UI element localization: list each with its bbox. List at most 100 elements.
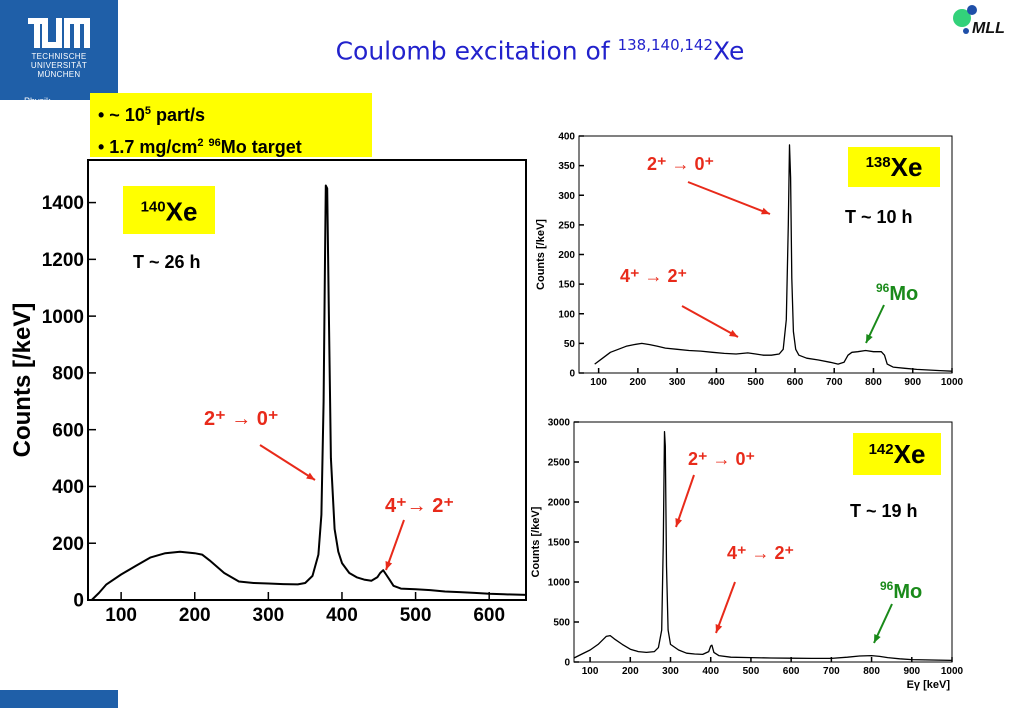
spectrum-line <box>594 144 953 372</box>
isotope-label: 138Xe <box>866 152 923 182</box>
halflife-label: T ~ 10 h <box>845 207 913 227</box>
transition-arrow-head <box>385 561 393 570</box>
tum-logo <box>28 18 90 48</box>
y-tick-label: 1400 <box>42 193 84 214</box>
y-tick-label: 1000 <box>42 307 84 328</box>
transition-label: 2⁺ → 0⁺ <box>204 408 278 430</box>
isotope-mass: 140 <box>141 199 166 216</box>
x-tick-label: 200 <box>630 377 647 388</box>
x-tick-label: 400 <box>326 605 358 626</box>
x-tick-label: 700 <box>823 666 840 677</box>
transition-arrow-head <box>306 472 315 480</box>
transition-arrow-head <box>715 624 723 633</box>
halflife-label: T ~ 19 h <box>850 501 918 521</box>
tum-name: TECHNISCHE UNIVERSITÄT MÜNCHEN <box>6 52 112 79</box>
y-tick-label: 500 <box>553 618 570 629</box>
mll-logo-text: MLL <box>972 20 1005 37</box>
x-tick-label: 100 <box>582 666 599 677</box>
plot-frame <box>87 159 527 601</box>
info-line-2-sup: 2 <box>197 137 204 149</box>
x-tick-label: 900 <box>903 666 920 677</box>
y-tick-label: 3000 <box>548 418 571 429</box>
isotope-symbol: Xe <box>166 197 198 227</box>
x-tick-label: 1000 <box>941 666 964 677</box>
y-tick-label: 2500 <box>548 458 571 469</box>
chart-panel-142: 0 500 1000 1500 2000 2500 3000 100 200 300 400 500 6… <box>530 418 964 692</box>
x-tick-label: 600 <box>783 666 800 677</box>
halflife-label: T ~ 26 h <box>133 252 201 272</box>
tum-logo-panel: TECHNISCHE UNIVERSITÄT MÜNCHEN Physik <box>0 0 118 106</box>
x-tick-label: 200 <box>179 605 211 626</box>
x-tick-label: 800 <box>863 666 880 677</box>
y-tick-label: 300 <box>558 191 575 202</box>
y-tick-label: 800 <box>52 364 84 385</box>
x-tick-label: 500 <box>400 605 432 626</box>
info-line-1-pre: • ~ 10 <box>98 105 145 125</box>
y-tick-label: 1200 <box>42 250 84 271</box>
y-tick-label: 50 <box>564 339 576 350</box>
x-tick-label: 100 <box>590 377 607 388</box>
y-tick-label: 350 <box>558 161 575 172</box>
mo-label: 96Mo <box>876 281 918 305</box>
transition-label: 4⁺ → 2⁺ <box>727 543 794 563</box>
info-line-2-pre: • 1.7 mg/cm <box>98 137 198 157</box>
transition-arrow <box>687 181 771 215</box>
y-tick-label: 200 <box>558 250 575 261</box>
x-tick-label: 300 <box>669 377 686 388</box>
spectrum-line <box>573 430 953 662</box>
title-main: Coulomb excitation of <box>335 36 618 66</box>
mo-mass: 96 <box>876 281 890 295</box>
x-tick-label: 500 <box>743 666 760 677</box>
y-tick-label: 400 <box>558 132 575 143</box>
x-tick-label: 400 <box>708 377 725 388</box>
transition-arrow-head <box>761 207 770 215</box>
x-axis-label: Eγ [keV] <box>907 679 951 691</box>
y-axis-label: Counts [/keV] <box>530 506 542 577</box>
x-tick-label: 600 <box>787 377 804 388</box>
physik-label: Physik <box>24 96 51 106</box>
y-axis-label: Counts [/keV] <box>535 219 547 290</box>
y-tick-label: 0 <box>569 369 575 380</box>
tum-line-2: UNIVERSITÄT <box>30 61 88 70</box>
x-tick-label: 500 <box>747 377 764 388</box>
isotope-label-box <box>848 147 940 187</box>
y-tick-label: 200 <box>52 534 84 555</box>
info-line-2-post: Mo target <box>220 137 302 157</box>
x-tick-label: 900 <box>904 377 921 388</box>
spectrum-line <box>91 184 527 601</box>
y-tick-label: 100 <box>558 309 575 320</box>
sidebar-bottom-bar <box>0 690 118 708</box>
transition-label: 2⁺ → 0⁺ <box>688 449 755 469</box>
x-tick-label: 400 <box>702 666 719 677</box>
isotope-mass: 142 <box>869 441 894 458</box>
mo-arrow-head <box>874 634 881 643</box>
title-end: Xe <box>713 36 745 66</box>
transition-arrow <box>675 474 695 528</box>
transition-arrow <box>259 444 316 481</box>
mo-symbol: Mo <box>889 283 918 305</box>
mo-mass: 96 <box>880 579 894 593</box>
transition-arrow <box>715 581 736 634</box>
info-box: • ~ 105 part/s • 1.7 mg/cm2 96Mo target <box>90 93 372 157</box>
info-line-2-sup2: 96 <box>208 137 221 149</box>
isotope-symbol: Xe <box>891 152 923 182</box>
x-tick-label: 100 <box>105 605 137 626</box>
x-tick-label: 300 <box>253 605 285 626</box>
transition-arrow-head <box>729 329 738 337</box>
transition-arrow <box>681 305 739 338</box>
info-line-1-sup: 5 <box>144 105 151 117</box>
title-sup: 138,140,142 <box>617 36 714 54</box>
transition-arrow <box>385 519 405 571</box>
y-axis-label: Counts [/keV] <box>9 303 36 458</box>
transition-label: 4⁺ → 2⁺ <box>620 266 687 286</box>
x-tick-label: 700 <box>826 377 843 388</box>
info-line-1-post: part/s <box>150 105 205 125</box>
isotope-label: 140Xe <box>141 197 198 227</box>
info-line-2: • 1.7 mg/cm2 96Mo target <box>98 129 372 161</box>
y-tick-label: 400 <box>52 477 84 498</box>
chart-panel-140: 0 200 400 600 800 1000 1200 1400 100 200 300 400 500… <box>9 159 527 626</box>
x-tick-label: 1000 <box>941 377 964 388</box>
x-tick-label: 200 <box>622 666 639 677</box>
y-tick-label: 1000 <box>548 578 571 589</box>
